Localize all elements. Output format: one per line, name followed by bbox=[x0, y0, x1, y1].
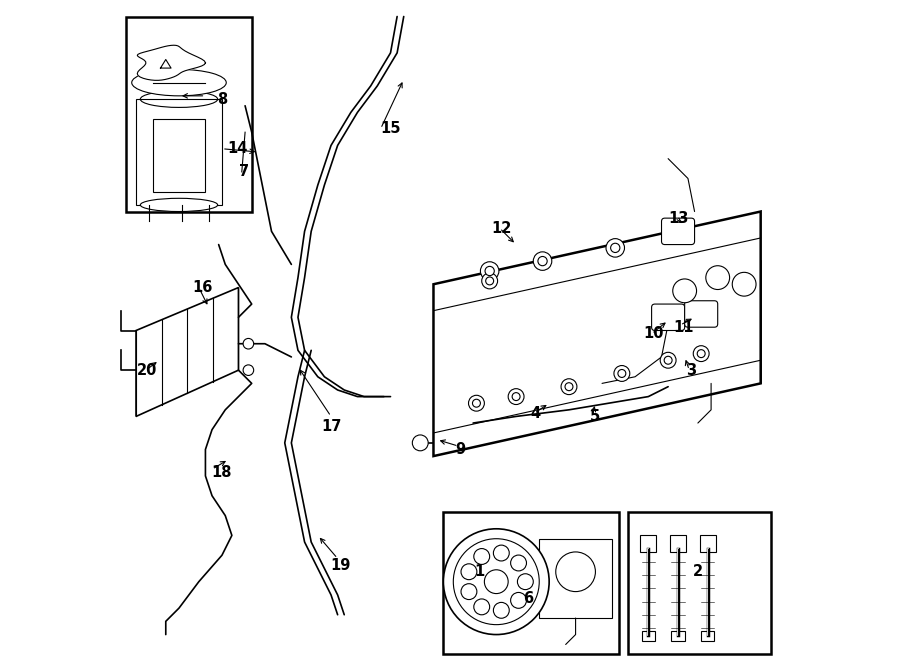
Circle shape bbox=[733, 272, 756, 296]
Circle shape bbox=[664, 356, 672, 364]
Text: 10: 10 bbox=[644, 327, 664, 341]
Ellipse shape bbox=[131, 69, 226, 96]
Bar bbox=[665, 261, 760, 383]
FancyBboxPatch shape bbox=[685, 301, 717, 327]
Circle shape bbox=[673, 279, 697, 303]
Circle shape bbox=[561, 379, 577, 395]
FancyBboxPatch shape bbox=[662, 218, 695, 245]
Bar bbox=[700, 535, 716, 552]
Circle shape bbox=[556, 552, 596, 592]
FancyBboxPatch shape bbox=[652, 304, 685, 330]
Circle shape bbox=[485, 266, 494, 276]
Circle shape bbox=[606, 239, 625, 257]
Circle shape bbox=[461, 584, 477, 600]
Circle shape bbox=[469, 395, 484, 411]
Text: 11: 11 bbox=[673, 320, 694, 334]
Polygon shape bbox=[136, 288, 239, 416]
Circle shape bbox=[508, 389, 524, 405]
Text: 2: 2 bbox=[693, 564, 703, 579]
Circle shape bbox=[706, 266, 730, 290]
Text: 20: 20 bbox=[137, 363, 157, 377]
Text: 3: 3 bbox=[686, 363, 697, 377]
Bar bbox=[153, 119, 205, 192]
Bar bbox=[444, 512, 618, 654]
Circle shape bbox=[493, 602, 509, 618]
Circle shape bbox=[454, 539, 539, 625]
Text: 16: 16 bbox=[192, 280, 212, 295]
Polygon shape bbox=[434, 212, 760, 456]
Circle shape bbox=[482, 273, 498, 289]
Circle shape bbox=[534, 252, 552, 270]
Circle shape bbox=[661, 352, 676, 368]
Text: 4: 4 bbox=[531, 406, 541, 420]
Circle shape bbox=[486, 277, 493, 285]
Text: 14: 14 bbox=[227, 141, 248, 156]
Bar bbox=[628, 512, 770, 654]
Circle shape bbox=[461, 564, 477, 580]
Circle shape bbox=[473, 549, 490, 564]
Circle shape bbox=[698, 350, 705, 358]
Bar bbox=[641, 535, 656, 552]
Circle shape bbox=[618, 369, 626, 377]
Bar bbox=[670, 535, 686, 552]
Text: 15: 15 bbox=[381, 122, 400, 136]
Bar bbox=[642, 631, 655, 641]
Text: 6: 6 bbox=[523, 591, 533, 605]
Text: 17: 17 bbox=[320, 419, 341, 434]
Circle shape bbox=[484, 570, 508, 594]
Bar bbox=[126, 17, 252, 212]
Text: 13: 13 bbox=[668, 211, 688, 225]
Text: 1: 1 bbox=[474, 564, 485, 579]
Bar bbox=[701, 631, 715, 641]
Circle shape bbox=[493, 545, 509, 561]
Bar bbox=[136, 99, 222, 205]
Circle shape bbox=[243, 365, 254, 375]
Circle shape bbox=[243, 338, 254, 349]
Text: 5: 5 bbox=[590, 409, 600, 424]
Circle shape bbox=[565, 383, 573, 391]
Ellipse shape bbox=[140, 198, 218, 212]
Text: 19: 19 bbox=[330, 558, 351, 572]
Circle shape bbox=[538, 256, 547, 266]
Polygon shape bbox=[138, 45, 205, 81]
Circle shape bbox=[614, 366, 630, 381]
Circle shape bbox=[512, 393, 520, 401]
Text: 7: 7 bbox=[238, 165, 248, 179]
Circle shape bbox=[412, 435, 428, 451]
Circle shape bbox=[693, 346, 709, 362]
Text: 18: 18 bbox=[212, 465, 232, 480]
Circle shape bbox=[518, 574, 534, 590]
Circle shape bbox=[481, 262, 499, 280]
Text: 9: 9 bbox=[454, 442, 465, 457]
Bar bbox=[671, 631, 685, 641]
Circle shape bbox=[610, 243, 620, 253]
Text: 12: 12 bbox=[491, 221, 512, 235]
Circle shape bbox=[444, 529, 549, 635]
Circle shape bbox=[473, 599, 490, 615]
Circle shape bbox=[472, 399, 481, 407]
Circle shape bbox=[510, 592, 526, 608]
Bar bbox=[539, 539, 612, 618]
Circle shape bbox=[510, 555, 526, 571]
Text: 8: 8 bbox=[217, 92, 227, 106]
